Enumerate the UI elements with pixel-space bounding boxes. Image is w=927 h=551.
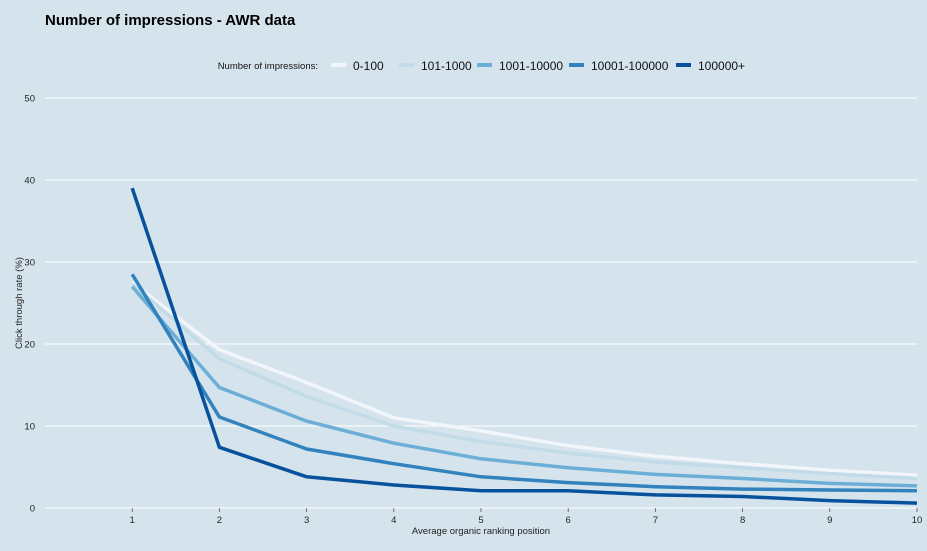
legend-title: Number of impressions: (218, 61, 318, 72)
x-tick-label: 8 (740, 515, 745, 526)
chart-title: Number of impressions - AWR data (45, 12, 296, 29)
legend-item-label: 10001-100000 (591, 59, 669, 73)
y-tick-label: 40 (24, 176, 35, 187)
y-tick-label: 10 (24, 422, 35, 433)
x-axis-label: Average organic ranking position (412, 526, 550, 537)
x-tick-labels: 1 2 3 4 5 6 7 8 9 10 (130, 508, 923, 526)
legend: Number of impressions: 0-100 101-1000 1001… (218, 59, 745, 73)
series-line-0 (131, 281, 918, 477)
y-tick-labels: 0 10 20 30 40 50 (24, 94, 35, 515)
legend-item-label: 0-100 (353, 59, 384, 73)
x-tick-label: 1 (130, 515, 135, 526)
legend-item-label: 100000+ (698, 59, 745, 73)
x-tick-label: 2 (217, 515, 222, 526)
series-lines (130, 187, 918, 505)
x-tick-label: 10 (912, 515, 923, 526)
x-tick-label: 9 (827, 515, 832, 526)
x-tick-label: 7 (653, 515, 658, 526)
y-tick-label: 20 (24, 340, 35, 351)
y-tick-label: 30 (24, 258, 35, 269)
series-line-4 (130, 187, 918, 505)
series-line-3 (130, 273, 918, 493)
y-tick-label: 0 (30, 504, 35, 515)
y-axis-label: Click through rate (%) (14, 257, 25, 349)
series-line-1 (131, 282, 918, 481)
x-tick-label: 6 (566, 515, 571, 526)
x-tick-label: 3 (304, 515, 309, 526)
x-tick-label: 5 (478, 515, 483, 526)
legend-item-label: 1001-10000 (499, 59, 563, 73)
series-line-2 (130, 285, 918, 488)
legend-item-label: 101-1000 (421, 59, 472, 73)
x-tick-label: 4 (391, 515, 396, 526)
y-tick-label: 50 (24, 94, 35, 105)
grid-lines (45, 97, 917, 509)
